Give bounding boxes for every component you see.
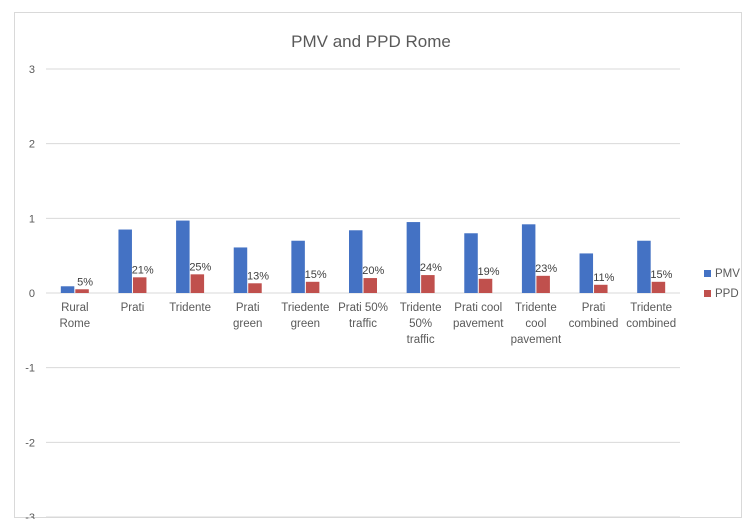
bar-pmv	[233, 247, 248, 293]
x-tick-label: green	[291, 318, 320, 330]
chart-title: PMV and PPD Rome	[291, 32, 451, 51]
y-tick-label: 2	[29, 139, 35, 151]
bar-ppd	[651, 281, 666, 293]
bar-ppd	[594, 284, 608, 293]
chart-frame: PMV and PPD Rome 5% 21% 25% 13% 15% 20% 24% 19%…	[14, 12, 742, 519]
bar-pmv	[637, 240, 651, 293]
legend-swatch-pmv	[704, 270, 711, 277]
x-tick-label: Tridente	[169, 302, 211, 314]
y-tick-label: 0	[29, 288, 35, 300]
gridlines	[46, 68, 680, 518]
bar-pmv	[349, 230, 363, 293]
bar-ppd	[478, 278, 493, 293]
bar-ppd	[190, 274, 205, 293]
bars	[60, 220, 666, 293]
bar-ppd	[75, 289, 89, 293]
x-tick-label: Tridente	[630, 302, 672, 314]
data-label-ppd: 19%	[478, 266, 500, 278]
legend-label-pmv: PMV	[715, 268, 740, 280]
legend-label-ppd: PPD	[715, 288, 739, 300]
data-label-ppd: 13%	[247, 270, 269, 282]
bar-ppd	[248, 283, 262, 293]
x-tick-label: cool	[525, 318, 546, 330]
bar-pmv	[464, 233, 478, 293]
y-tick-label: -3	[25, 512, 35, 519]
bar-pmv	[176, 220, 190, 293]
bar-pmv	[118, 229, 132, 293]
x-tick-label: traffic	[407, 334, 435, 346]
y-axis: 3 2 1 0 -1 -2 -3	[25, 64, 35, 519]
y-tick-label: 1	[29, 213, 35, 225]
bar-pmv	[60, 286, 75, 293]
bar-ppd	[305, 281, 320, 293]
y-tick-label: -2	[25, 437, 35, 449]
x-tick-label: Prati cool	[454, 302, 502, 314]
x-tick-label: Prati	[582, 302, 606, 314]
data-label-ppd: 11%	[593, 272, 614, 284]
legend-swatch-ppd	[704, 290, 711, 297]
x-tick-label: Prati	[121, 302, 145, 314]
bar-pmv	[406, 222, 421, 293]
data-label-ppd: 23%	[535, 263, 557, 275]
bar-ppd	[536, 275, 550, 293]
bar-pmv	[291, 240, 305, 293]
x-tick-label: Prati	[236, 302, 260, 314]
x-tick-label: traffic	[349, 318, 377, 330]
x-tick-label: combined	[626, 318, 676, 330]
bar-ppd	[132, 277, 147, 293]
data-label-ppd: 21%	[132, 264, 154, 276]
x-axis: Rural Rome Prati Tridente Prati green Triedent…	[59, 302, 676, 346]
bar-ppd	[363, 278, 377, 293]
data-label-ppd: 20%	[362, 265, 384, 277]
x-tick-label: pavement	[453, 318, 504, 330]
x-tick-label: Tridente	[515, 302, 557, 314]
bar-ppd	[421, 275, 435, 293]
data-label-ppd: 24%	[420, 262, 442, 274]
bar-pmv	[521, 224, 536, 293]
data-label-ppd: 15%	[305, 269, 327, 281]
x-tick-label: Rural	[61, 302, 88, 314]
data-label-ppd: 25%	[189, 261, 211, 273]
y-tick-label: -1	[25, 363, 35, 375]
x-tick-label: combined	[569, 318, 619, 330]
x-tick-label: green	[233, 318, 262, 330]
x-tick-label: Tridente	[400, 302, 442, 314]
x-tick-label: pavement	[511, 334, 562, 346]
data-label-ppd: 15%	[650, 269, 672, 281]
data-label-ppd: 5%	[77, 276, 93, 288]
x-tick-label: Prati 50%	[338, 302, 388, 314]
data-labels: 5% 21% 25% 13% 15% 20% 24% 19% 23% 11% 15%	[77, 261, 673, 288]
bar-chart: PMV and PPD Rome 5% 21% 25% 13% 15% 20% 24% 19%…	[25, 32, 740, 519]
x-tick-label: Rome	[59, 318, 90, 330]
y-tick-label: 3	[29, 64, 35, 76]
x-tick-label: 50%	[409, 318, 432, 330]
legend: PMV PPD	[704, 268, 740, 300]
x-tick-label: Triedente	[281, 302, 329, 314]
bar-pmv	[579, 253, 594, 293]
